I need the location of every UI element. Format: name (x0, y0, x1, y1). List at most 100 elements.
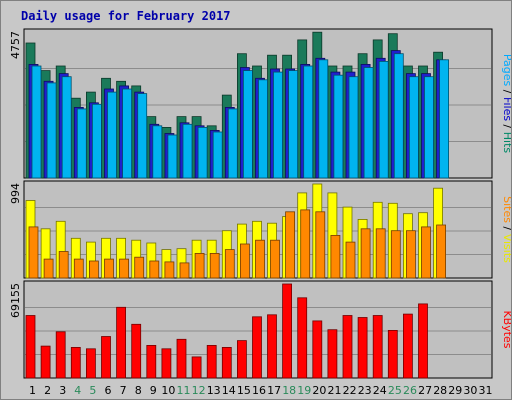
bar-sites-day-27 (421, 226, 431, 279)
bar-pages-day-18 (288, 70, 299, 179)
bar-sites-day-24 (375, 228, 386, 279)
chart-title: Daily usage for February 2017 (21, 9, 231, 23)
max-value-label: 4757 (9, 31, 22, 59)
bar-kbytes-day-23 (357, 317, 368, 379)
x-tick-label: 21 (328, 384, 342, 397)
bar-pages-day-2 (46, 82, 57, 179)
bar-sites-day-15 (239, 243, 250, 279)
x-axis-labels: 1 2 3 4 5 6 7 8 9 10 11 12 13 14 15 16 17 18 19 20 21 22 23 24 2… (29, 384, 493, 397)
x-tick-label: 31 (479, 384, 493, 397)
legend-entry: Files (501, 97, 511, 121)
legend-entry: Hits (501, 132, 511, 154)
series-legend: Sites / Visits (501, 196, 511, 263)
bar-pages-day-19 (303, 65, 314, 179)
bar-kbytes-day-21 (327, 329, 338, 379)
bar-pages-day-3 (61, 76, 72, 179)
bar-kbytes-day-5 (86, 348, 96, 379)
bar-pages-day-14 (227, 108, 238, 179)
x-tick-label: 22 (343, 384, 357, 397)
x-tick-label: 30 (463, 384, 477, 397)
bar-sites-day-12 (194, 252, 205, 279)
x-tick-label: 4 (74, 384, 81, 397)
bar-sites-day-3 (58, 251, 69, 279)
x-tick-label: 20 (312, 384, 326, 397)
bar-sites-day-5 (89, 260, 99, 279)
x-tick-label: 5 (89, 384, 96, 397)
bar-kbytes-day-12 (191, 356, 202, 379)
bar-sites-day-18 (285, 211, 296, 279)
bar-pages-day-1 (31, 65, 42, 179)
bar-sites-day-7 (119, 258, 129, 279)
series-legend: Pages / Files / Hits (501, 54, 511, 154)
bar-pages-day-26 (408, 76, 419, 179)
bar-sites-day-22 (345, 241, 356, 279)
bar-kbytes-day-11 (176, 338, 187, 379)
legend-entry: / (501, 86, 511, 97)
bar-pages-day-25 (393, 53, 404, 179)
bar-kbytes-day-6 (101, 336, 111, 379)
x-tick-label: 9 (150, 384, 157, 397)
bar-sites-day-26 (405, 230, 416, 279)
x-tick-label: 14 (222, 384, 236, 397)
x-tick-label: 29 (448, 384, 462, 397)
x-tick-label: 3 (59, 384, 66, 397)
bar-sites-day-13 (209, 252, 220, 279)
bar-pages-day-23 (363, 67, 374, 179)
bar-kbytes-day-10 (161, 348, 172, 379)
max-value-label: 69155 (9, 283, 22, 318)
bar-sites-day-28 (436, 224, 447, 279)
bar-pages-day-22 (348, 76, 359, 179)
bar-sites-day-4 (73, 258, 84, 279)
x-tick-label: 23 (358, 384, 372, 397)
x-tick-label: 8 (135, 384, 142, 397)
bar-kbytes-day-26 (402, 313, 413, 379)
x-tick-label: 13 (207, 384, 221, 397)
bar-pages-day-6 (107, 91, 117, 179)
bar-kbytes-day-15 (236, 340, 247, 379)
x-tick-label: 1 (29, 384, 36, 397)
bar-sites-day-11 (179, 262, 190, 279)
bar-pages-day-20 (318, 59, 329, 179)
bar-sites-day-16 (255, 239, 265, 279)
x-tick-label: 18 (282, 384, 296, 397)
bar-kbytes-day-13 (206, 344, 217, 379)
bar-kbytes-day-8 (131, 323, 142, 379)
series-legend: KBytes (501, 310, 511, 348)
bar-pages-day-12 (197, 127, 208, 179)
x-tick-label: 19 (297, 384, 311, 397)
legend-entry: Pages (501, 54, 511, 87)
bar-kbytes-day-16 (252, 316, 262, 379)
bar-kbytes-day-27 (418, 303, 428, 379)
bar-sites-day-21 (330, 234, 341, 279)
bar-pages-day-9 (152, 125, 163, 179)
x-tick-label: 2 (44, 384, 51, 397)
bar-kbytes-day-20 (312, 320, 323, 379)
x-tick-label: 28 (433, 384, 447, 397)
panel-2: 994 Sites / Visits (9, 180, 511, 279)
bar-kbytes-day-14 (221, 346, 232, 379)
legend-entry: / (501, 121, 511, 132)
bar-sites-day-19 (300, 209, 311, 279)
bar-pages-day-13 (212, 131, 223, 179)
bar-pages-day-7 (122, 88, 132, 179)
bar-sites-day-9 (149, 260, 160, 279)
x-tick-label: 16 (252, 384, 266, 397)
bar-pages-day-4 (76, 108, 87, 179)
x-tick-label: 26 (403, 384, 417, 397)
bar-kbytes-day-3 (55, 331, 66, 379)
bar-sites-day-17 (270, 239, 280, 279)
bar-sites-day-25 (390, 230, 401, 279)
bar-pages-day-11 (182, 123, 193, 179)
panels-layer: 4757 Pages / Files / Hits 994 Sites / Visit… (9, 28, 511, 379)
x-tick-label: 7 (120, 384, 127, 397)
bar-kbytes-day-24 (372, 315, 383, 379)
legend-entry: KBytes (501, 310, 511, 348)
x-tick-label: 12 (192, 384, 206, 397)
x-tick-label: 25 (388, 384, 402, 397)
x-tick-label: 17 (267, 384, 281, 397)
bar-pages-day-5 (92, 103, 102, 179)
bar-pages-day-24 (378, 61, 389, 179)
bar-kbytes-day-17 (267, 314, 277, 379)
